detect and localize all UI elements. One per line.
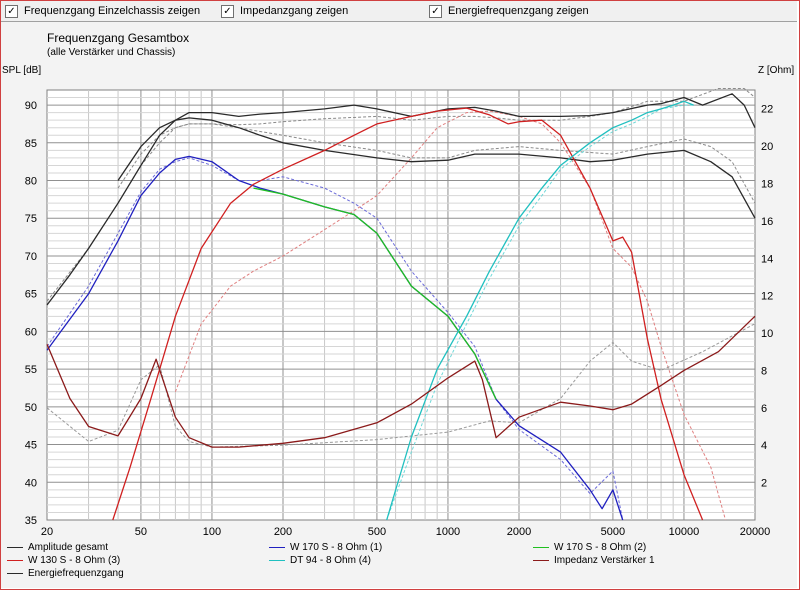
plot-area <box>46 89 756 521</box>
x-tick-label: 500 <box>368 526 386 538</box>
x-tick-label: 2000 <box>507 526 531 538</box>
checkbox-check-icon: ✓ <box>221 4 234 18</box>
series-line <box>112 107 704 521</box>
series-line <box>386 100 694 521</box>
y-tick-label-left: 40 <box>25 477 37 489</box>
y-tick-label-right: 18 <box>761 178 773 190</box>
y-tick-label-right: 10 <box>761 328 773 340</box>
y-tick-label-right: 22 <box>761 104 773 116</box>
checkbox-frequenzgang-einzelchassis[interactable]: ✓ Frequenzgang Einzelchassis zeigen <box>5 4 200 18</box>
y-tick-label-right: 6 <box>761 403 767 415</box>
y-tick-label-right: 20 <box>761 141 773 153</box>
legend-item: W 130 S - 8 Ohm (3) <box>7 555 120 566</box>
legend-item: DT 94 - 8 Ohm (4) <box>269 555 371 566</box>
chart-panel: Frequenzgang Gesamtbox (alle Verstärker … <box>1 22 797 588</box>
checkbox-energiefrequenzgang[interactable]: ✓ Energiefrequenzgang zeigen <box>429 4 589 18</box>
legend-item: Energiefrequenzgang <box>7 568 124 579</box>
y-tick-label-left: 75 <box>25 213 37 225</box>
y-tick-label-left: 35 <box>25 515 37 527</box>
checkbox-impedanzgang[interactable]: ✓ Impedanzgang zeigen <box>221 4 348 18</box>
y-tick-label-left: 85 <box>25 138 37 150</box>
x-tick-label: 5000 <box>601 526 625 538</box>
legend-item: Impedanz Verstärker 1 <box>533 555 655 566</box>
y-tick-label-left: 80 <box>25 176 37 188</box>
legend-item: W 170 S - 8 Ohm (1) <box>269 542 382 553</box>
x-tick-label: 100 <box>203 526 221 538</box>
series-line-dashed <box>117 123 756 204</box>
checkbox-check-icon: ✓ <box>429 4 442 18</box>
y-tick-label-right: 16 <box>761 216 773 228</box>
checkbox-check-icon: ✓ <box>5 4 18 18</box>
y-axis-right-label: Z [Ohm] <box>758 65 794 76</box>
y-tick-label-left: 50 <box>25 402 37 414</box>
y-tick-label-left: 45 <box>25 440 37 452</box>
y-axis-left-label: SPL [dB] <box>2 65 41 76</box>
series-line <box>46 93 756 306</box>
checkbox-label: Impedanzgang zeigen <box>240 5 349 17</box>
y-tick-label-right: 2 <box>761 478 767 490</box>
options-toolbar: ✓ Frequenzgang Einzelchassis zeigen ✓ Im… <box>1 1 797 22</box>
y-tick-label-left: 70 <box>25 251 37 263</box>
y-tick-label-left: 90 <box>25 100 37 112</box>
series-line <box>46 315 756 448</box>
y-tick-label-right: 12 <box>761 291 773 303</box>
x-tick-label: 1000 <box>436 526 460 538</box>
chart-grid <box>46 89 756 521</box>
frequency-response-chart: Frequenzgang Gesamtbox (alle Verstärker … <box>2 31 794 538</box>
x-tick-label: 200 <box>274 526 292 538</box>
y-tick-label-right: 8 <box>761 365 767 377</box>
y-tick-label-right: 14 <box>761 253 773 265</box>
chart-series <box>46 88 756 521</box>
checkbox-label: Frequenzgang Einzelchassis zeigen <box>24 5 201 17</box>
y-tick-label-left: 65 <box>25 289 37 301</box>
x-tick-label: 50 <box>135 526 147 538</box>
y-tick-label-left: 60 <box>25 326 37 338</box>
chart-ticks: 20 50 100 200 500 1000 2000 5000 10000 20000 35 40 4… <box>25 100 774 538</box>
series-line-dashed <box>386 104 694 521</box>
x-tick-label: 10000 <box>669 526 700 538</box>
x-tick-label: 20 <box>41 526 53 538</box>
chart-subtitle: (alle Verstärker und Chassis) <box>47 47 175 58</box>
checkbox-label: Energiefrequenzgang zeigen <box>448 5 589 17</box>
y-tick-label-left: 55 <box>25 364 37 376</box>
y-tick-label-right: 4 <box>761 440 767 452</box>
series-line-dashed <box>46 157 624 521</box>
series-line <box>253 187 497 400</box>
series-line-dashed <box>46 88 756 302</box>
legend-item: Amplitude gesamt <box>7 542 108 553</box>
x-tick-label: 20000 <box>740 526 771 538</box>
legend-item: W 170 S - 8 Ohm (2) <box>533 542 646 553</box>
series-line <box>117 117 756 219</box>
chart-title: Frequenzgang Gesamtbox <box>47 31 189 45</box>
